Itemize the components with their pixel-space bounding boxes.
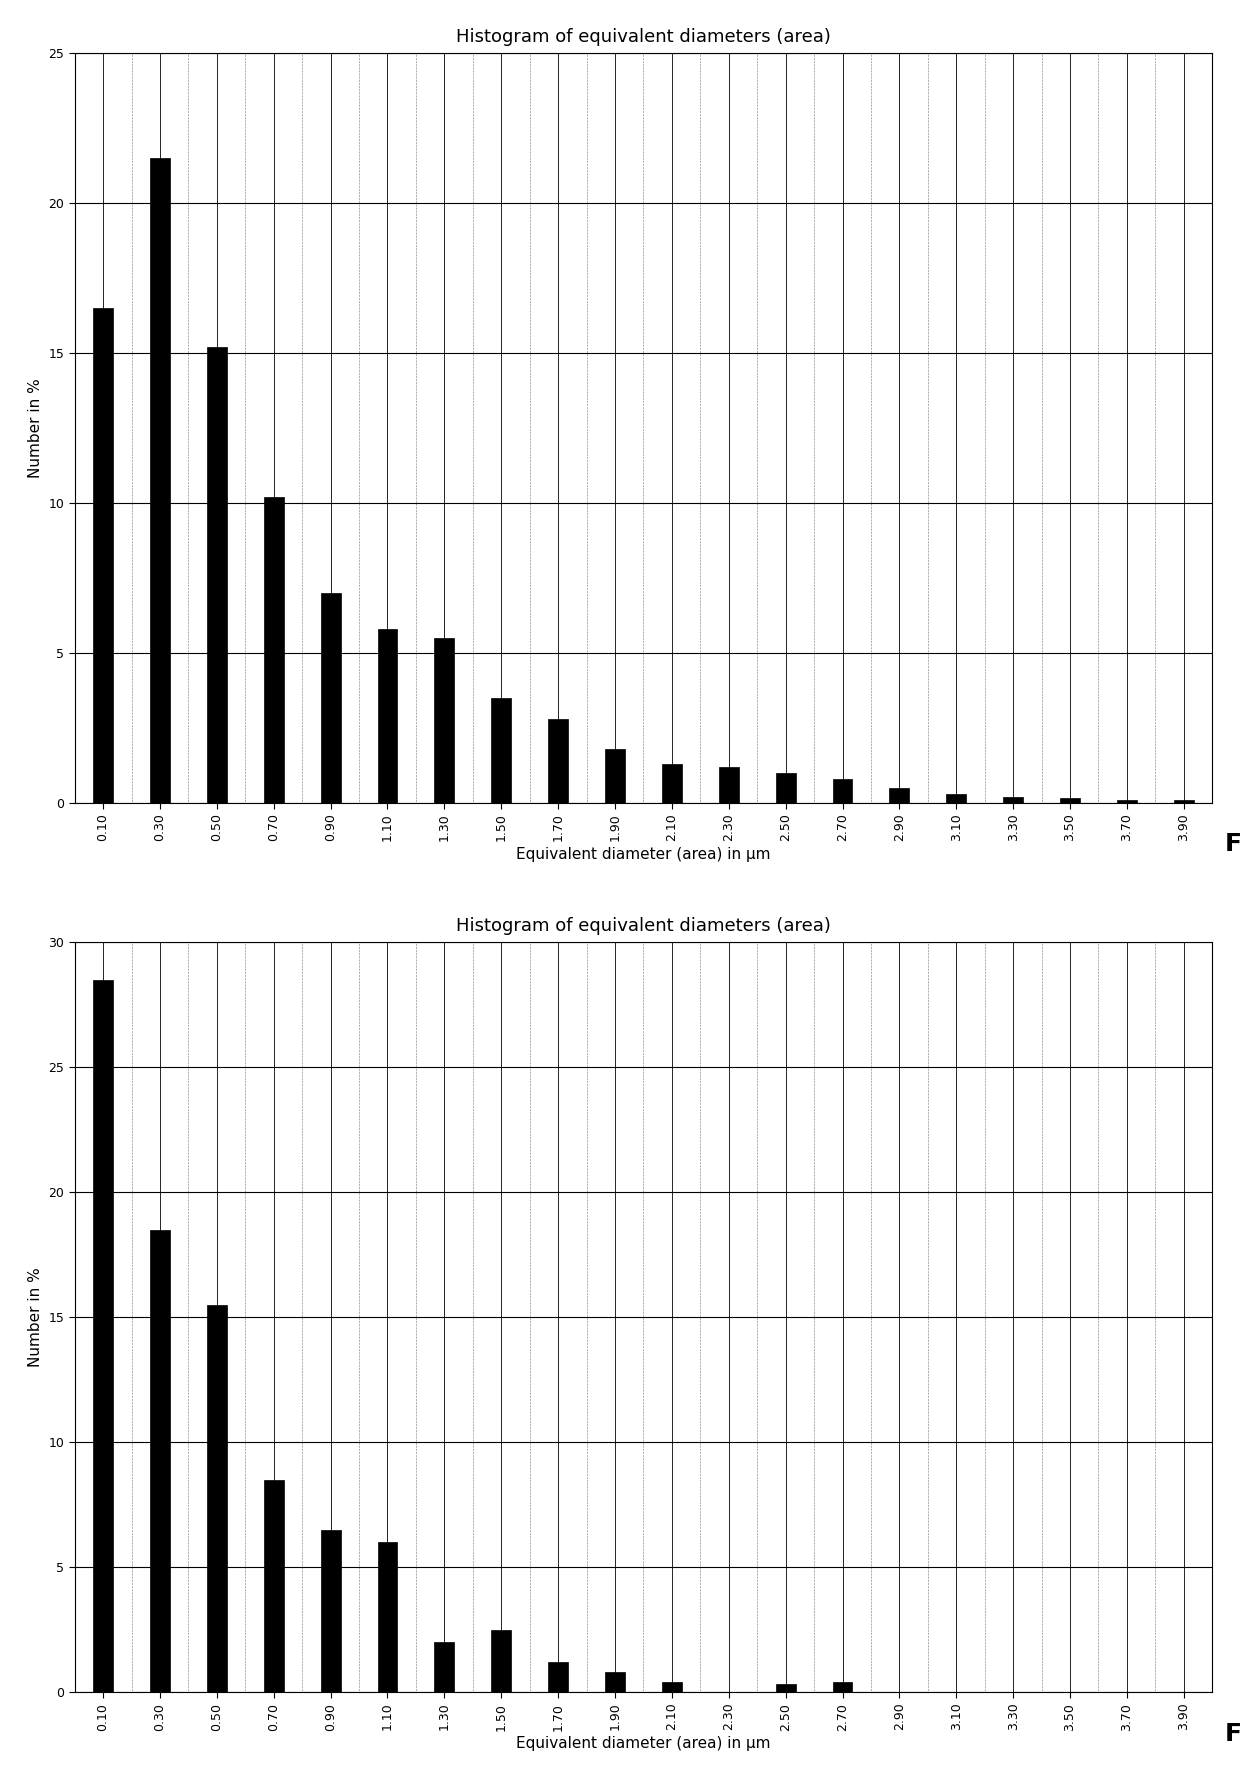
Title: Histogram of equivalent diameters (area): Histogram of equivalent diameters (area): [456, 28, 831, 46]
Bar: [1060, 799, 1080, 802]
Title: Histogram of equivalent diameters (area): Histogram of equivalent diameters (area): [456, 918, 831, 936]
Bar: [662, 1683, 682, 1692]
Bar: [93, 980, 113, 1692]
Bar: [605, 1672, 625, 1692]
Bar: [605, 749, 625, 802]
Bar: [150, 158, 170, 802]
Bar: [150, 1229, 170, 1692]
Bar: [1003, 797, 1023, 802]
Bar: [207, 347, 227, 802]
Bar: [889, 788, 909, 802]
Bar: [832, 1683, 852, 1692]
Text: Fig. 7: Fig. 7: [1225, 1722, 1240, 1745]
Bar: [662, 763, 682, 802]
Bar: [434, 1642, 454, 1692]
Bar: [776, 772, 796, 802]
Bar: [491, 1630, 511, 1692]
Bar: [946, 793, 966, 802]
Text: Fig. 6: Fig. 6: [1225, 833, 1240, 856]
Bar: [377, 628, 397, 802]
Bar: [548, 719, 568, 802]
Bar: [321, 592, 341, 802]
X-axis label: Equivalent diameter (area) in μm: Equivalent diameter (area) in μm: [516, 847, 771, 861]
Bar: [264, 1480, 284, 1692]
Bar: [377, 1542, 397, 1692]
Bar: [93, 308, 113, 802]
Bar: [321, 1530, 341, 1692]
Bar: [548, 1662, 568, 1692]
Bar: [1174, 801, 1194, 802]
Bar: [832, 779, 852, 802]
X-axis label: Equivalent diameter (area) in μm: Equivalent diameter (area) in μm: [516, 1736, 771, 1751]
Bar: [434, 639, 454, 802]
Bar: [719, 767, 739, 802]
Bar: [264, 496, 284, 802]
Bar: [207, 1304, 227, 1692]
Y-axis label: Number in %: Number in %: [27, 377, 42, 479]
Bar: [1117, 801, 1137, 802]
Bar: [776, 1683, 796, 1692]
Y-axis label: Number in %: Number in %: [27, 1267, 42, 1368]
Bar: [491, 697, 511, 802]
